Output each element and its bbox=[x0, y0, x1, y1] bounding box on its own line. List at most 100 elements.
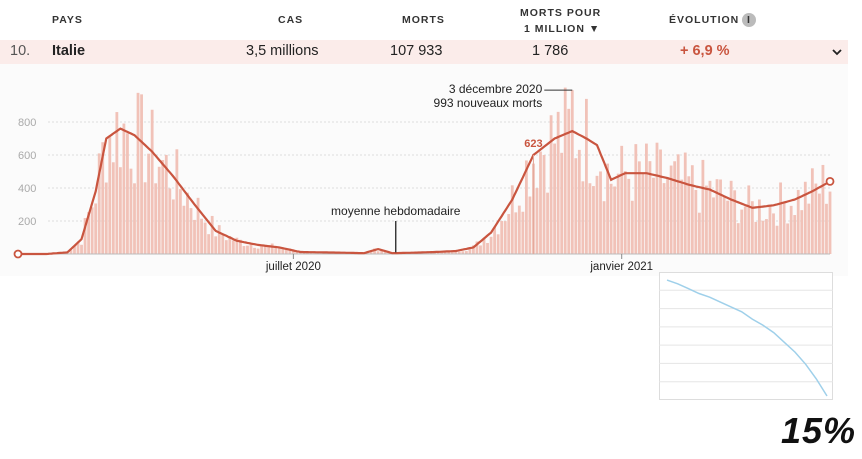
daily-bar bbox=[83, 218, 87, 254]
daily-bar bbox=[426, 252, 429, 254]
daily-bar bbox=[182, 205, 186, 254]
daily-bar bbox=[97, 153, 101, 254]
daily-bar bbox=[376, 251, 380, 254]
daily-bar bbox=[164, 154, 168, 254]
daily-bar bbox=[496, 234, 500, 254]
daily-bar bbox=[560, 152, 564, 254]
daily-bar bbox=[570, 90, 574, 254]
daily-bar bbox=[581, 181, 585, 254]
daily-bar bbox=[517, 205, 521, 254]
daily-bar bbox=[726, 200, 730, 254]
daily-bar bbox=[736, 223, 740, 254]
daily-bar bbox=[595, 175, 599, 254]
daily-bar bbox=[221, 234, 225, 254]
percent-overlay: 15% bbox=[780, 410, 856, 451]
daily-bar bbox=[447, 252, 451, 254]
daily-bar bbox=[697, 212, 701, 254]
daily-bar bbox=[750, 201, 754, 254]
daily-bar bbox=[111, 162, 115, 254]
daily-bar bbox=[705, 185, 708, 254]
daily-bar bbox=[680, 179, 684, 254]
daily-bar bbox=[457, 251, 461, 254]
daily-bar bbox=[464, 251, 468, 254]
daily-bar bbox=[623, 171, 627, 254]
daily-bar bbox=[796, 189, 800, 254]
daily-bar bbox=[168, 188, 172, 254]
daily-bar bbox=[472, 245, 475, 254]
daily-bar bbox=[302, 252, 306, 254]
daily-bar bbox=[253, 247, 256, 254]
daily-bar bbox=[637, 161, 641, 254]
daily-bar bbox=[126, 133, 129, 254]
daily-bar bbox=[715, 179, 719, 254]
header-deaths[interactable]: MORTS bbox=[402, 14, 445, 26]
daily-bar bbox=[454, 251, 458, 254]
daily-bar bbox=[514, 212, 518, 254]
daily-bar bbox=[655, 142, 659, 254]
row-deaths: 107 933 bbox=[390, 43, 443, 59]
daily-bar bbox=[708, 180, 712, 254]
daily-bar bbox=[277, 247, 281, 254]
daily-bar bbox=[157, 166, 161, 254]
daily-bar bbox=[171, 199, 175, 254]
header-deaths-per-million-line1[interactable]: MORTS POUR bbox=[520, 7, 602, 19]
daily-bar bbox=[175, 149, 179, 254]
daily-bar bbox=[521, 211, 525, 254]
table-row[interactable]: 10. Italie 3,5 millions 107 933 1 786 + … bbox=[0, 40, 848, 64]
daily-bar bbox=[563, 87, 567, 254]
daily-bar bbox=[765, 219, 768, 254]
daily-bar bbox=[281, 248, 285, 254]
daily-bar bbox=[260, 246, 263, 254]
y-tick-label: 400 bbox=[18, 183, 36, 195]
daily-bar bbox=[224, 240, 228, 254]
daily-bar bbox=[231, 240, 235, 254]
daily-bar bbox=[807, 203, 811, 254]
daily-bar bbox=[246, 245, 249, 254]
line-start-marker bbox=[13, 249, 23, 259]
y-tick-label: 200 bbox=[18, 216, 36, 228]
daily-bar bbox=[150, 109, 154, 254]
header-evolution[interactable]: ÉVOLUTION bbox=[669, 14, 740, 26]
daily-bar bbox=[143, 182, 147, 254]
row-deaths-per-million: 1 786 bbox=[532, 43, 569, 59]
header-country[interactable]: PAYS bbox=[52, 14, 83, 26]
daily-bar bbox=[274, 248, 278, 254]
daily-bar bbox=[574, 158, 578, 254]
daily-bar bbox=[825, 203, 828, 254]
daily-bar bbox=[500, 220, 504, 254]
daily-bar bbox=[76, 242, 80, 254]
daily-bar bbox=[108, 136, 112, 254]
daily-bar bbox=[585, 98, 588, 254]
daily-bar bbox=[129, 168, 133, 254]
daily-bar bbox=[683, 152, 687, 254]
row-country: Italie bbox=[52, 43, 86, 59]
daily-bar bbox=[263, 244, 267, 254]
daily-bar bbox=[803, 181, 807, 254]
daily-bar bbox=[80, 244, 83, 254]
daily-bar bbox=[486, 242, 489, 254]
daily-bar bbox=[577, 149, 581, 254]
daily-bar bbox=[694, 189, 698, 254]
daily-bar bbox=[73, 246, 76, 254]
daily-bar bbox=[666, 178, 669, 254]
daily-bar bbox=[733, 190, 737, 254]
daily-bar bbox=[793, 215, 797, 254]
daily-bar bbox=[309, 252, 313, 254]
daily-bar bbox=[659, 149, 662, 254]
daily-bar bbox=[761, 220, 765, 254]
daily-bar bbox=[66, 252, 69, 254]
daily-bar bbox=[479, 245, 482, 254]
daily-bar bbox=[299, 252, 302, 254]
daily-bar bbox=[214, 236, 218, 254]
header-cases[interactable]: CAS bbox=[278, 14, 304, 26]
daily-bar bbox=[101, 142, 105, 254]
daily-bar bbox=[789, 205, 793, 254]
chevron-down-icon[interactable] bbox=[830, 45, 844, 59]
daily-bar bbox=[239, 239, 242, 254]
daily-bar bbox=[828, 191, 832, 254]
header-deaths-per-million-line2[interactable]: 1 MILLION ▼ bbox=[524, 23, 601, 35]
daily-bar bbox=[729, 180, 733, 254]
daily-bar bbox=[256, 248, 260, 254]
daily-bar bbox=[722, 196, 726, 254]
daily-bar bbox=[606, 163, 609, 254]
